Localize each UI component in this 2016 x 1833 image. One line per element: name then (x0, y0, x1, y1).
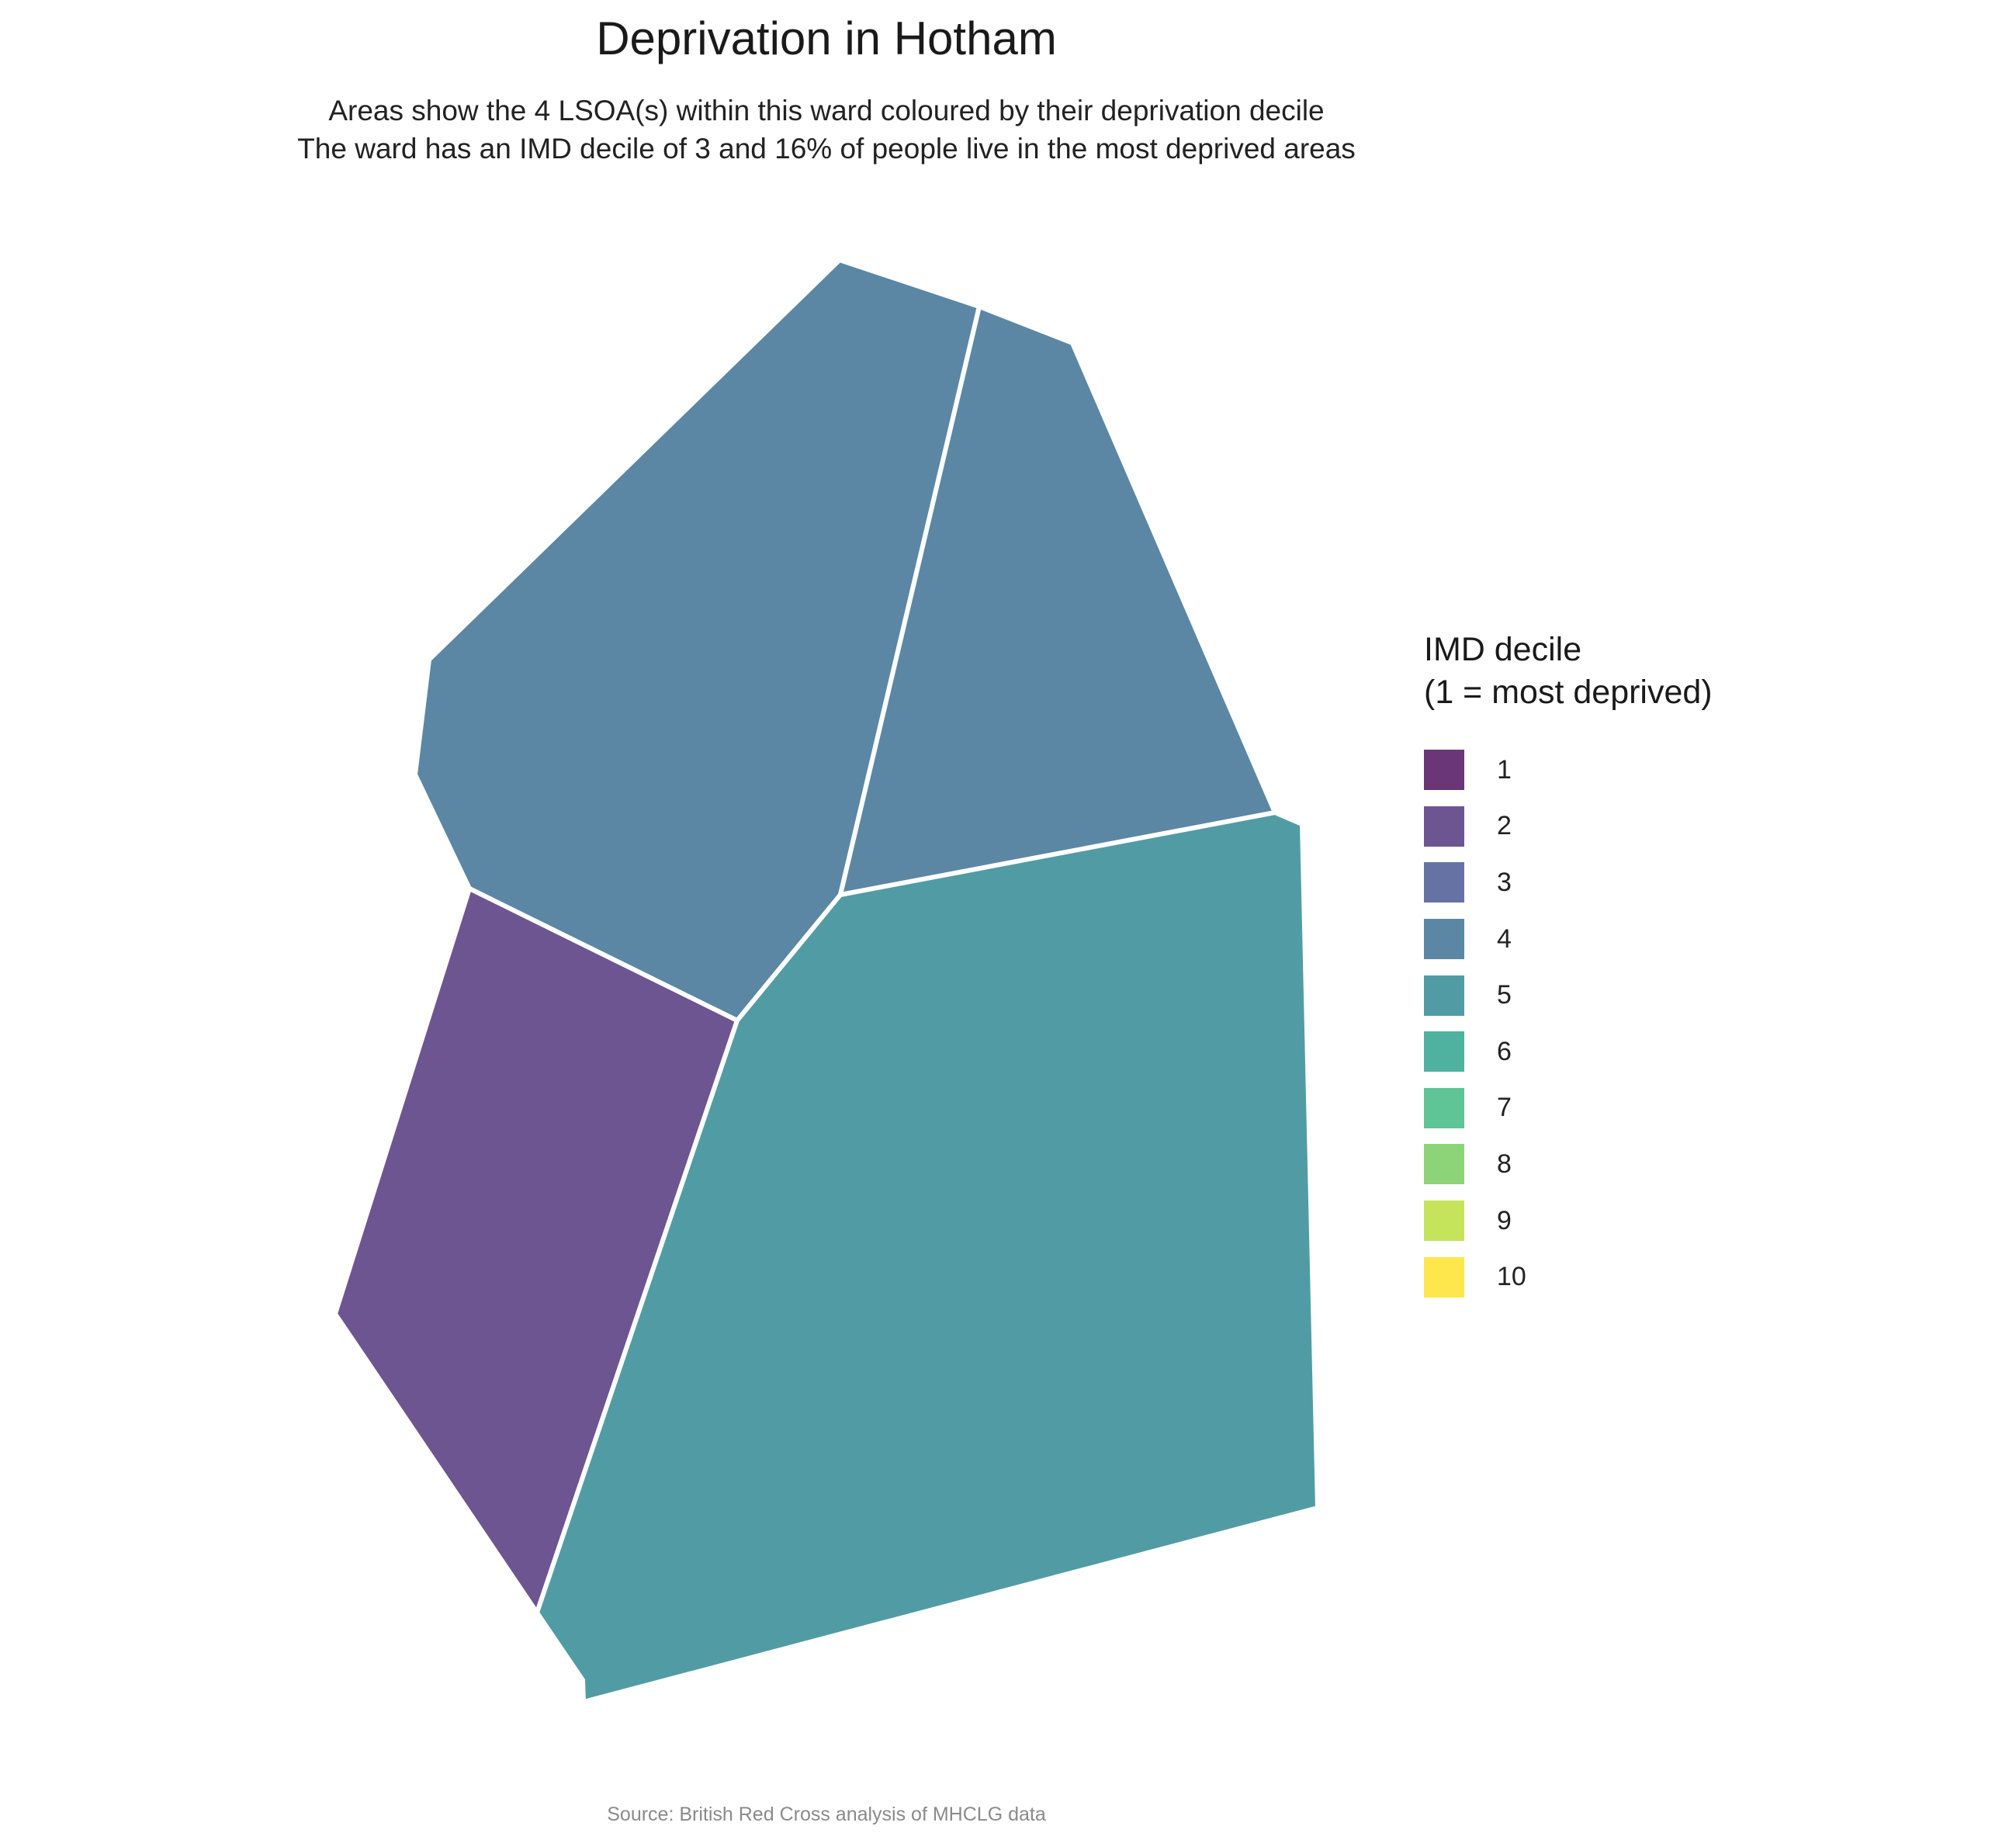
legend-label: 10 (1497, 1262, 1526, 1292)
legend-swatch (1424, 750, 1464, 791)
legend-item: 5 (1424, 967, 1890, 1024)
legend-swatch (1424, 919, 1464, 960)
legend-item: 1 (1424, 742, 1890, 799)
legend-swatch (1424, 1144, 1464, 1185)
subtitle-line-2: The ward has an IMD decile of 3 and 16% … (297, 133, 1356, 165)
legend-item: 9 (1424, 1193, 1890, 1249)
legend-label: 3 (1497, 867, 1512, 897)
lsoa-area-south-east[interactable] (535, 810, 1320, 1704)
legend-title-line-1: IMD decile (1424, 631, 1582, 668)
legend-swatch (1424, 975, 1464, 1016)
legend-swatch (1424, 1087, 1464, 1128)
legend-label: 6 (1497, 1036, 1512, 1066)
legend-item: 7 (1424, 1080, 1890, 1137)
legend-swatch (1424, 862, 1464, 903)
legend-swatch (1424, 1256, 1464, 1298)
legend-label: 7 (1497, 1093, 1512, 1123)
legend-swatch (1424, 1201, 1464, 1242)
legend-item: 10 (1424, 1249, 1890, 1305)
map-title: Deprivation in Hotham (596, 12, 1057, 64)
legend-label: 1 (1497, 754, 1512, 785)
legend-label: 8 (1497, 1149, 1512, 1179)
legend-item: 4 (1424, 911, 1890, 968)
legend-label: 2 (1497, 811, 1512, 841)
legend-label: 4 (1497, 923, 1512, 954)
legend-items: 1 2 3 4 5 6 7 8 (1424, 742, 1890, 1305)
legend-label: 5 (1497, 980, 1512, 1010)
legend-swatch (1424, 806, 1464, 847)
legend-swatch (1424, 1031, 1464, 1072)
source-caption: Source: British Red Cross analysis of MH… (607, 1804, 1046, 1825)
legend: IMD decile (1 = most deprived) 1 2 3 4 5… (1424, 629, 1890, 1305)
legend-label: 9 (1497, 1205, 1512, 1235)
subtitle-line-1: Areas show the 4 LSOA(s) within this war… (328, 95, 1325, 126)
legend-item: 8 (1424, 1136, 1890, 1193)
legend-item: 2 (1424, 799, 1890, 855)
legend-item: 6 (1424, 1024, 1890, 1080)
legend-title: IMD decile (1 = most deprived) (1424, 629, 1890, 714)
map-subtitle: Areas show the 4 LSOA(s) within this war… (0, 92, 1653, 168)
legend-title-line-2: (1 = most deprived) (1424, 674, 1713, 711)
legend-item: 3 (1424, 854, 1890, 911)
